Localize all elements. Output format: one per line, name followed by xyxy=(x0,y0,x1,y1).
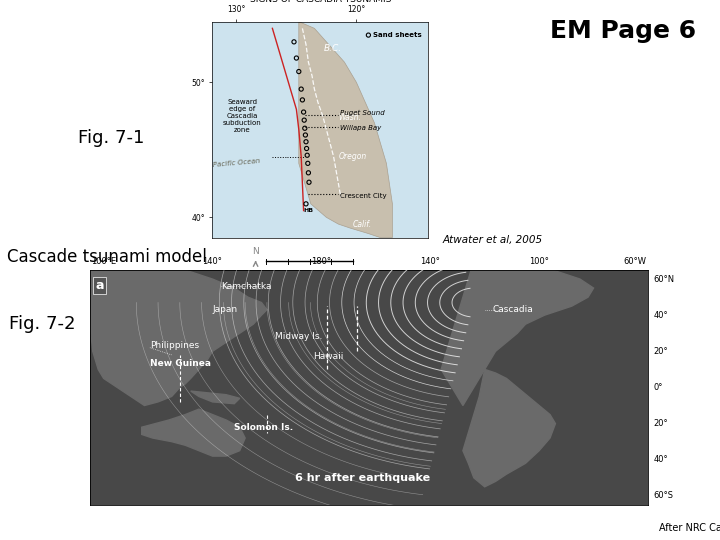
Point xyxy=(300,131,311,139)
Text: 40°: 40° xyxy=(654,310,668,320)
Text: B.C.: B.C. xyxy=(323,44,341,53)
Point xyxy=(363,31,374,39)
Text: Fig. 7-2: Fig. 7-2 xyxy=(9,315,75,333)
Text: Midway Is.: Midway Is. xyxy=(275,332,323,341)
Text: Cascadia: Cascadia xyxy=(493,305,534,314)
Text: Kamchatka: Kamchatka xyxy=(220,282,271,291)
Text: Pacific Ocean: Pacific Ocean xyxy=(212,158,260,168)
Point xyxy=(300,199,312,208)
Text: Atwater et al, 2005: Atwater et al, 2005 xyxy=(443,235,543,245)
Text: Wash.: Wash. xyxy=(338,113,361,122)
Text: 0°: 0° xyxy=(654,383,663,392)
Text: Willapa Bay: Willapa Bay xyxy=(340,125,381,131)
Text: 20°: 20° xyxy=(654,419,668,428)
Text: N: N xyxy=(252,247,259,256)
Text: Puget Sound: Puget Sound xyxy=(340,110,384,117)
Text: 60°N: 60°N xyxy=(654,274,675,284)
Point xyxy=(301,144,312,153)
Text: Seaward
edge of
Cascadia
subduction
zone: Seaward edge of Cascadia subduction zone xyxy=(223,99,262,133)
Polygon shape xyxy=(299,22,392,238)
Point xyxy=(302,168,314,177)
Point xyxy=(302,151,313,159)
Text: Crescent City: Crescent City xyxy=(340,193,386,199)
Text: EM Page 6: EM Page 6 xyxy=(550,19,696,43)
Polygon shape xyxy=(191,391,240,404)
Polygon shape xyxy=(142,409,245,456)
Text: 100°: 100° xyxy=(529,258,549,266)
Polygon shape xyxy=(90,270,267,406)
Text: Calif.: Calif. xyxy=(353,220,372,228)
Polygon shape xyxy=(441,270,593,406)
Point xyxy=(293,67,305,76)
Point xyxy=(288,37,300,46)
Point xyxy=(298,107,310,116)
Text: Fig. 7-1: Fig. 7-1 xyxy=(78,129,145,147)
Point xyxy=(300,137,312,146)
Text: 140°: 140° xyxy=(202,258,222,266)
Text: 60°S: 60°S xyxy=(654,491,673,501)
Text: Japan: Japan xyxy=(212,305,238,314)
Polygon shape xyxy=(463,369,555,487)
Polygon shape xyxy=(153,352,185,382)
Text: a: a xyxy=(96,279,104,292)
Text: 140°: 140° xyxy=(420,258,440,266)
Text: 40°: 40° xyxy=(654,455,668,464)
Text: New Guinea: New Guinea xyxy=(150,360,211,368)
Text: HB: HB xyxy=(303,208,313,213)
Point xyxy=(297,96,308,104)
Text: 6 hr after earthquake: 6 hr after earthquake xyxy=(294,473,430,483)
Text: 60°W: 60°W xyxy=(623,258,646,266)
Text: Solomon Is.: Solomon Is. xyxy=(234,423,293,431)
Point xyxy=(299,116,310,124)
Text: 100°E: 100°E xyxy=(91,258,116,266)
Text: Hawaii: Hawaii xyxy=(313,352,343,361)
Text: Sand sheets: Sand sheets xyxy=(373,32,422,38)
Point xyxy=(299,124,310,132)
Title: SIGNS OF CASCADIA TSUNAMIS: SIGNS OF CASCADIA TSUNAMIS xyxy=(250,0,391,4)
Text: After NRC Can.: After NRC Can. xyxy=(659,523,720,533)
Point xyxy=(295,85,307,93)
Text: Cascade tsunami model: Cascade tsunami model xyxy=(7,247,207,266)
Point xyxy=(302,159,314,167)
Polygon shape xyxy=(185,306,220,329)
Text: Oregon: Oregon xyxy=(338,152,366,161)
Text: Philippines: Philippines xyxy=(150,341,199,350)
Point xyxy=(291,53,302,62)
Point xyxy=(303,178,315,186)
Text: 180°: 180° xyxy=(311,258,331,266)
Text: 20°: 20° xyxy=(654,347,668,356)
